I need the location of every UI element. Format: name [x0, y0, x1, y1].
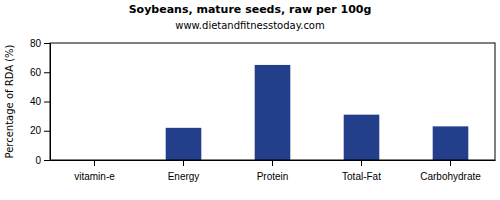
x-tick: Protein — [257, 160, 289, 182]
y-axis-title: Percentage of RDA (%) — [4, 44, 15, 158]
y-tick: 0 — [35, 155, 50, 166]
x-tick: Energy — [168, 160, 200, 182]
bars — [166, 65, 469, 160]
y-tick: 20 — [30, 125, 50, 136]
x-tick: Total-Fat — [342, 160, 381, 182]
x-tick: vitamin-e — [74, 160, 115, 182]
y-axis-line — [50, 44, 51, 161]
bar — [344, 115, 380, 160]
y-tick-label: 40 — [30, 96, 42, 107]
subtitle: www.dietandfitnesstoday.com — [175, 20, 324, 31]
x-tick-mark — [183, 160, 184, 166]
x-tick-label: Protein — [257, 171, 289, 182]
bar — [433, 126, 469, 160]
y-tick: 60 — [30, 67, 50, 78]
bar — [166, 128, 202, 160]
x-tick: Carbohydrate — [420, 160, 481, 182]
y-axis: 0 20 40 60 80 — [30, 38, 51, 166]
y-tick-label: 60 — [30, 67, 42, 78]
x-tick-label: Total-Fat — [342, 171, 381, 182]
y-tick: 40 — [30, 96, 50, 107]
plot: 0 20 40 60 80 vitamin-e Energy Protein Total-Fat… — [30, 38, 496, 182]
y-tick: 80 — [30, 38, 50, 49]
x-tick-mark — [94, 160, 95, 166]
bar — [255, 65, 291, 160]
x-axis: vitamin-e Energy Protein Total-Fat Carbohydr… — [51, 160, 496, 182]
x-tick-mark — [272, 160, 273, 166]
y-tick-label: 0 — [35, 155, 41, 166]
x-tick-mark — [361, 160, 362, 166]
title: Soybeans, mature seeds, raw per 100g — [129, 3, 372, 16]
y-tick-mark — [44, 102, 50, 103]
x-tick-label: vitamin-e — [74, 171, 115, 182]
y-tick-mark — [44, 72, 50, 73]
x-tick-mark — [450, 160, 451, 166]
y-tick-label: 80 — [30, 38, 42, 49]
x-tick-label: Energy — [168, 171, 200, 182]
x-tick-label: Carbohydrate — [420, 171, 481, 182]
plot-frame — [50, 43, 495, 160]
y-tick-mark — [44, 43, 50, 44]
chart: Soybeans, mature seeds, raw per 100g www.… — [0, 0, 500, 200]
y-tick-label: 20 — [30, 125, 42, 136]
y-tick-mark — [44, 131, 50, 132]
y-tick-mark — [44, 160, 50, 161]
